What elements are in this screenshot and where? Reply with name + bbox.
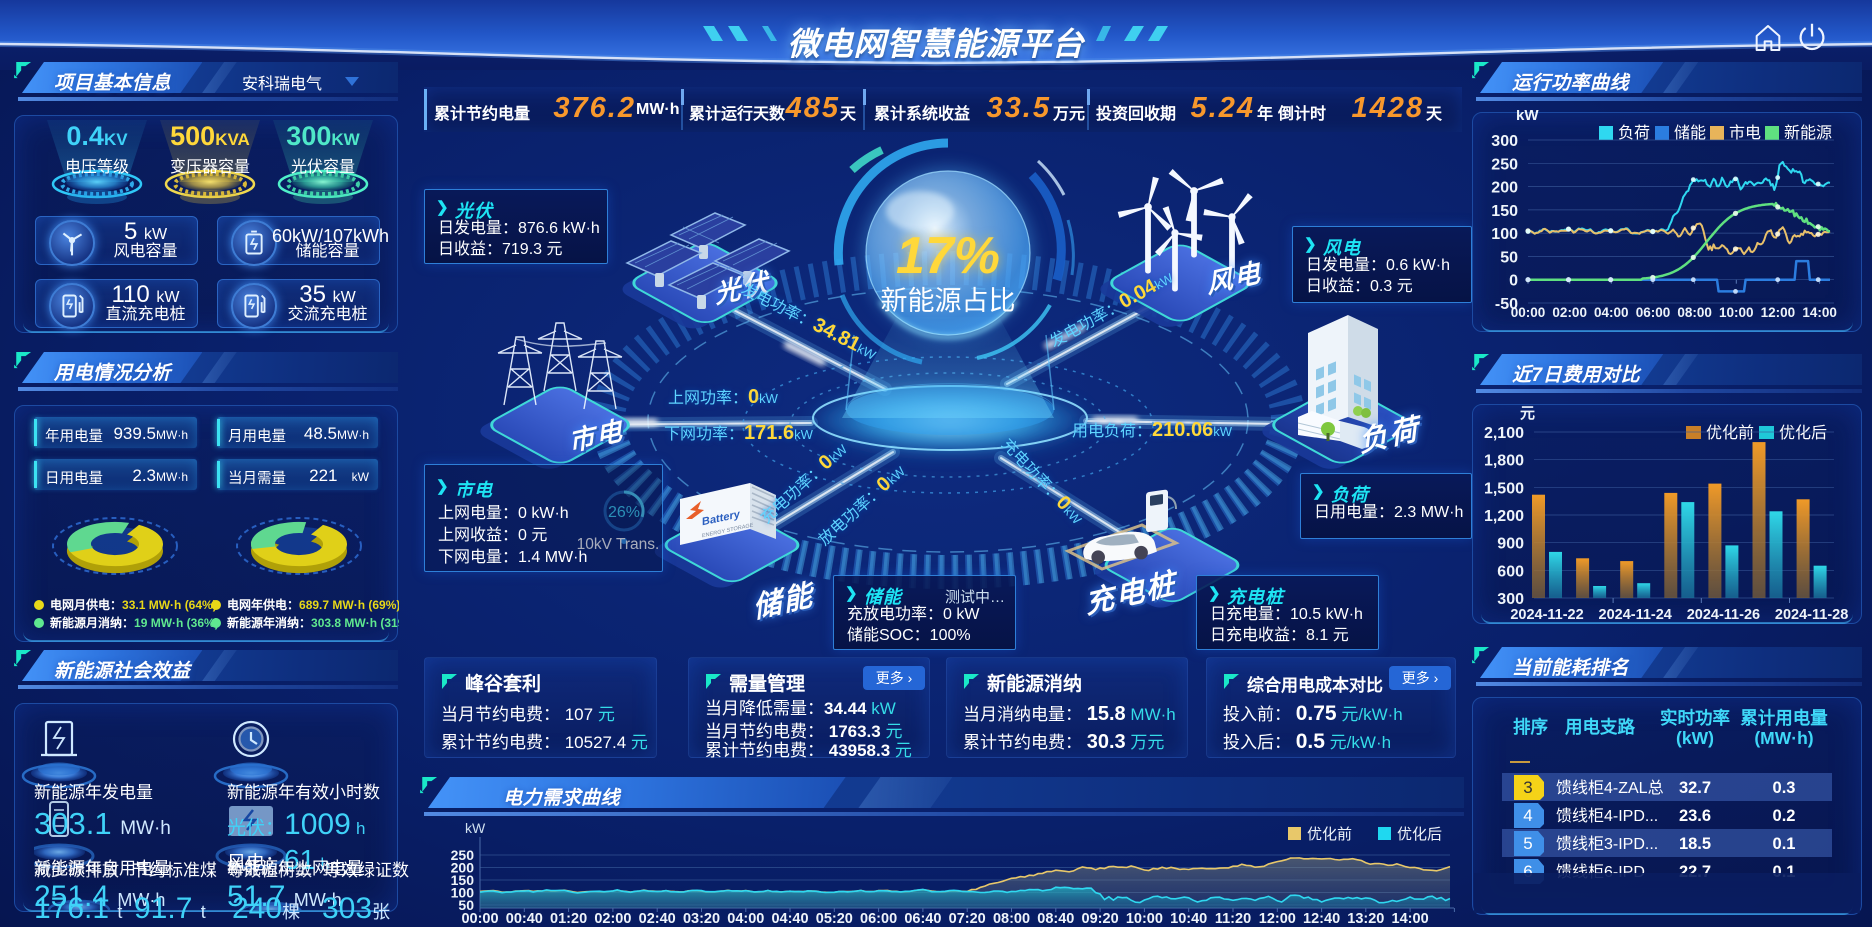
svg-text:kW: kW [465,820,486,836]
svg-text:2,100: 2,100 [1484,425,1524,442]
svg-text:优化后: 优化后 [1779,424,1827,442]
svg-text:18.5: 18.5 [1679,835,1711,853]
svg-text:10:00: 10:00 [1126,911,1163,927]
svg-text:12:00: 12:00 [1259,911,1296,927]
svg-text:0.2: 0.2 [1773,807,1796,825]
svg-text:12:00: 12:00 [1761,305,1796,320]
svg-text:600: 600 [1497,563,1524,580]
svg-text:00:00: 00:00 [461,911,498,927]
svg-text:00:40: 00:40 [506,911,543,927]
svg-text:100: 100 [1491,226,1518,243]
svg-text:04:00: 04:00 [1594,305,1629,320]
svg-text:32.7: 32.7 [1679,779,1711,797]
svg-text:02:00: 02:00 [594,911,631,927]
svg-text:06:40: 06:40 [904,911,941,927]
svg-text:250: 250 [1491,156,1518,173]
svg-text:-50: -50 [1495,296,1518,313]
svg-text:1,500: 1,500 [1484,480,1524,497]
svg-text:08:40: 08:40 [1037,911,1074,927]
svg-text:累计用电量: 累计用电量 [1740,708,1828,728]
svg-text:04:40: 04:40 [771,911,808,927]
svg-text:用电支路: 用电支路 [1565,717,1635,737]
svg-text:市电: 市电 [1729,124,1761,142]
svg-text:03:20: 03:20 [683,911,720,927]
svg-text:06:00: 06:00 [860,911,897,927]
svg-text:05:20: 05:20 [816,911,853,927]
svg-text:09:20: 09:20 [1082,911,1119,927]
svg-text:1,800: 1,800 [1484,453,1524,470]
svg-text:23.6: 23.6 [1679,807,1711,825]
svg-text:200: 200 [451,860,475,876]
svg-text:新能源占比: 新能源占比 [881,286,1016,316]
svg-text:300: 300 [1497,591,1524,608]
svg-text:200: 200 [1491,180,1518,197]
svg-text:元: 元 [1520,405,1535,422]
svg-text:900: 900 [1497,536,1524,553]
svg-text:100: 100 [451,885,475,901]
svg-text:17%: 17% [896,227,1000,285]
svg-text:2024-11-28: 2024-11-28 [1775,607,1848,623]
svg-text:08:00: 08:00 [1677,305,1712,320]
svg-text:50: 50 [1500,249,1518,266]
svg-text:300: 300 [1491,133,1518,150]
svg-text:00:00: 00:00 [1511,305,1546,320]
svg-text:馈线柜3-IPD...: 馈线柜3-IPD... [1556,835,1658,853]
svg-text:3: 3 [1523,778,1532,797]
svg-text:优化前: 优化前 [1307,826,1352,843]
svg-text:0: 0 [1509,273,1518,290]
svg-text:10:00: 10:00 [1719,305,1754,320]
svg-text:14:00: 14:00 [1392,911,1429,927]
svg-text:1,200: 1,200 [1484,508,1524,525]
svg-text:2024-11-22: 2024-11-22 [1510,607,1583,623]
svg-text:(MW·h): (MW·h) [1754,728,1813,748]
svg-text:26%: 26% [608,504,640,521]
svg-text:0.1: 0.1 [1773,835,1796,853]
svg-text:12:40: 12:40 [1303,911,1340,927]
svg-text:13:20: 13:20 [1347,911,1384,927]
svg-text:02:00: 02:00 [1552,305,1587,320]
svg-text:02:40: 02:40 [639,911,676,927]
svg-text:14:00: 14:00 [1802,305,1837,320]
svg-text:2024-11-24: 2024-11-24 [1599,607,1672,623]
svg-text:(kW): (kW) [1676,728,1714,748]
svg-text:馈线柜4-ZAL总: 馈线柜4-ZAL总 [1556,779,1664,797]
svg-text:6: 6 [1523,862,1532,881]
svg-text:5: 5 [1523,834,1532,853]
svg-text:储能: 储能 [1674,124,1706,142]
svg-text:10kV Trans.: 10kV Trans. [577,536,660,553]
svg-text:07:20: 07:20 [949,911,986,927]
svg-text:11:20: 11:20 [1215,911,1251,927]
svg-text:0.3: 0.3 [1773,779,1796,797]
svg-text:负荷: 负荷 [1618,124,1650,142]
svg-text:08:00: 08:00 [993,911,1030,927]
svg-text:优化后: 优化后 [1397,826,1442,843]
svg-text:排序: 排序 [1513,717,1548,737]
svg-text:150: 150 [1491,203,1518,220]
svg-text:06:00: 06:00 [1636,305,1671,320]
svg-text:4: 4 [1523,806,1532,825]
svg-text:10:40: 10:40 [1170,911,1207,927]
svg-text:04:00: 04:00 [727,911,764,927]
svg-text:250: 250 [451,847,475,863]
svg-text:馈线柜4-IPD...: 馈线柜4-IPD... [1556,807,1658,825]
svg-text:150: 150 [451,872,475,888]
svg-text:50: 50 [458,897,474,913]
svg-text:2024-11-26: 2024-11-26 [1687,607,1760,623]
svg-text:优化前: 优化前 [1706,424,1754,442]
svg-text:新能源: 新能源 [1784,124,1832,142]
svg-text:kW: kW [1516,110,1539,124]
svg-text:01:20: 01:20 [550,911,587,927]
svg-text:实时功率: 实时功率 [1660,708,1730,728]
